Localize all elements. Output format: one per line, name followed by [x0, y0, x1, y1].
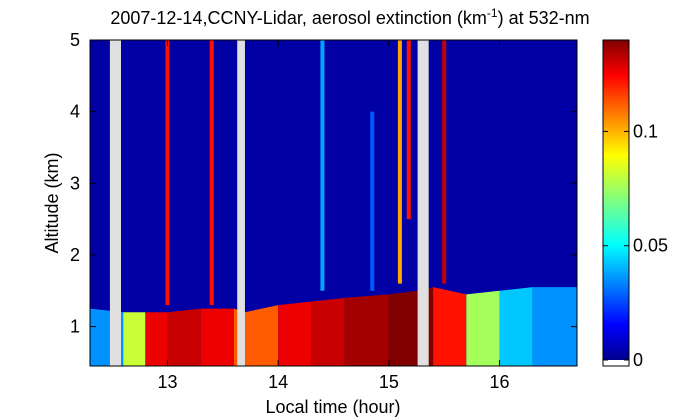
- chart-title: 2007-12-14,CCNY-Lidar, aerosol extinctio…: [110, 6, 589, 28]
- vertical-streaks: [165, 40, 447, 306]
- vertical-streak: [406, 40, 411, 220]
- boundary-layer: [90, 287, 577, 366]
- vertical-streak: [320, 40, 325, 291]
- boundary-layer-segment: [145, 312, 168, 366]
- boundary-layer-segment: [200, 308, 234, 366]
- colorbar-undervalue-swatch: [603, 360, 629, 366]
- data-gap: [417, 40, 429, 366]
- title-superscript: -1: [487, 6, 498, 20]
- vertical-streak: [397, 40, 402, 284]
- vertical-streak: [370, 111, 375, 291]
- data-gap: [109, 40, 121, 366]
- boundary-layer-segment: [244, 305, 279, 366]
- colorbar-tick-label: 0: [633, 350, 643, 370]
- y-tick-label: 4: [70, 102, 80, 122]
- x-ticks: 13 14 15 16: [157, 40, 510, 392]
- title-suffix: ) at 532-nm: [498, 8, 590, 28]
- boundary-layer-segment: [278, 301, 312, 366]
- boundary-layer-segment: [499, 287, 533, 366]
- vertical-streak: [165, 40, 170, 306]
- colorbar-tick-label: 0.05: [633, 236, 668, 256]
- vertical-streak: [209, 40, 214, 306]
- boundary-layer-segment: [167, 308, 201, 366]
- boundary-layer-segment: [433, 287, 467, 366]
- y-tick-label: 5: [70, 30, 80, 50]
- y-axis-label: Altitude (km): [42, 152, 62, 253]
- colorbar: 0 0.05 0.1: [602, 39, 668, 370]
- data-gaps: [109, 40, 429, 366]
- boundary-layer-segment: [311, 297, 345, 366]
- boundary-layer-segment: [123, 312, 146, 366]
- x-tick-label: 16: [490, 372, 510, 392]
- boundary-layer-segment: [466, 290, 500, 366]
- data-gap: [237, 40, 245, 366]
- plot-area: [89, 39, 578, 367]
- colorbar-tick-label: 0.1: [633, 121, 658, 141]
- y-tick-label: 2: [70, 245, 80, 265]
- plot-frame: [89, 39, 578, 367]
- boundary-layer-segment: [532, 287, 577, 366]
- y-ticks: 1 2 3 4 5: [70, 30, 577, 337]
- vertical-streak: [442, 40, 447, 284]
- y-tick-label: 1: [70, 317, 80, 337]
- y-tick-label: 3: [70, 173, 80, 193]
- x-tick-label: 14: [268, 372, 288, 392]
- boundary-layer-segment: [388, 290, 417, 366]
- boundary-layer-segment: [344, 294, 389, 366]
- x-tick-label: 15: [379, 372, 399, 392]
- x-tick-label: 13: [157, 372, 177, 392]
- colorbar-ticks: 0 0.05 0.1: [603, 121, 668, 370]
- colorbar-gradient: [603, 40, 629, 360]
- colorbar-frame: [602, 39, 630, 367]
- title-prefix: 2007-12-14,CCNY-Lidar, aerosol extinctio…: [110, 8, 487, 28]
- x-axis-label: Local time (hour): [265, 397, 400, 417]
